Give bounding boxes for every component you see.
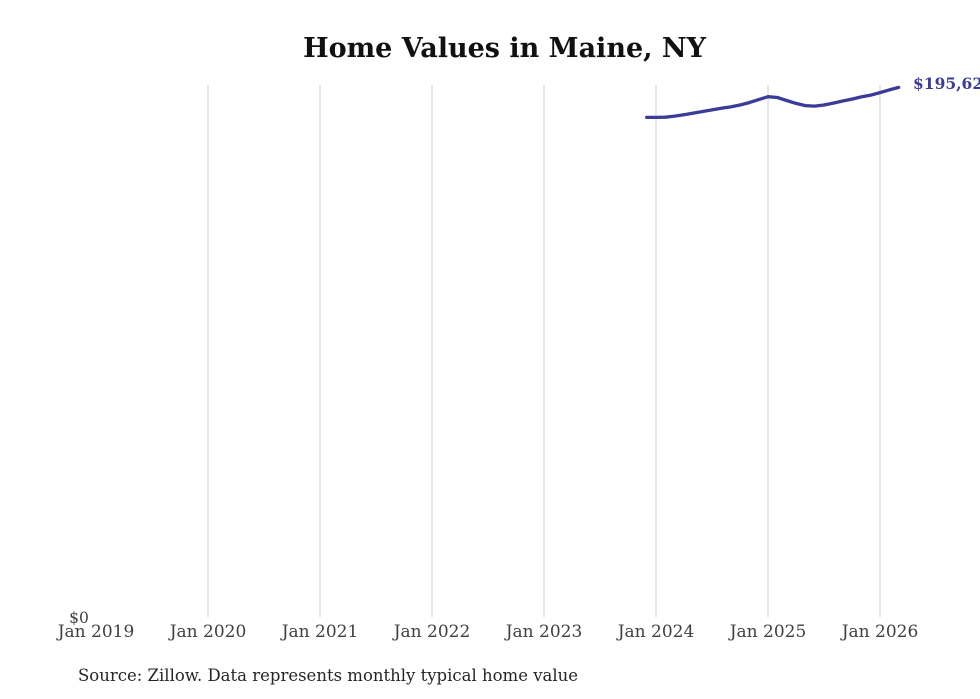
x-axis-tick-label: Jan 2025: [729, 622, 807, 642]
home-value-line: [645, 85, 901, 120]
chart-title: Home Values in Maine, NY: [303, 33, 706, 64]
source-note: Source: Zillow. Data represents monthly …: [78, 666, 579, 685]
x-axis-tick-label: Jan 2022: [393, 622, 471, 642]
x-axis-tick-label: Jan 2019: [57, 622, 135, 642]
x-axis-tick-label: Jan 2021: [281, 622, 359, 642]
latest-value-label: $195,623: [913, 74, 980, 93]
y-axis-zero-label: $0: [69, 609, 89, 627]
x-axis-tick-label: Jan 2023: [505, 622, 583, 642]
x-axis-tick-label: Jan 2026: [841, 622, 919, 642]
x-axis-tick-label: Jan 2024: [617, 622, 695, 642]
x-axis-tick-label: Jan 2020: [169, 622, 247, 642]
